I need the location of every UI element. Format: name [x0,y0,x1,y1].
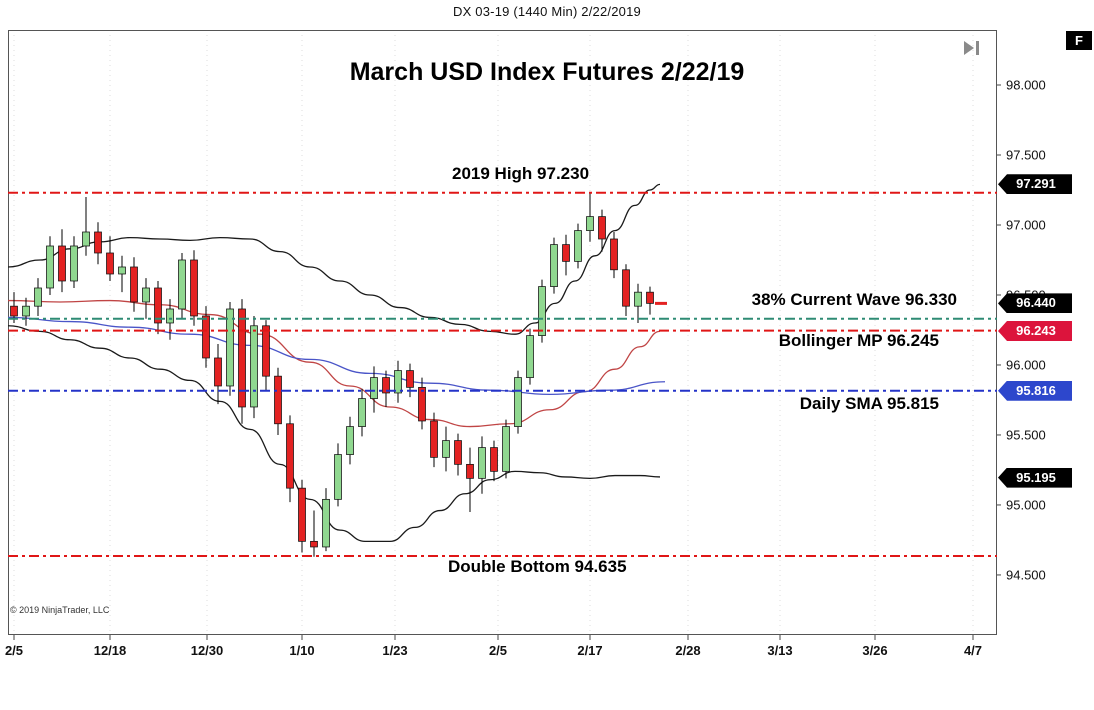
candle-body[interactable] [82,231,90,247]
daily-sma-line [7,316,666,396]
candle-body[interactable] [358,398,366,427]
candle-body[interactable] [310,540,318,548]
annotation-38pct-wave: 38% Current Wave 96.330 [751,290,957,309]
candle-body[interactable] [190,259,198,317]
candle-body[interactable] [598,216,606,240]
candle-body[interactable] [202,315,210,359]
candle-body[interactable] [262,325,270,377]
candle-body[interactable] [622,269,630,307]
y-axis-label[interactable]: 95.000 [1006,497,1046,512]
x-axis-label[interactable]: 2/5 [5,643,23,658]
candle-body[interactable] [238,308,246,408]
annotation-bollinger-mp: Bollinger MP 96.245 [778,331,939,350]
annotation-daily-sma: Daily SMA 95.815 [799,394,939,413]
candle-body[interactable] [406,370,414,388]
candle-body[interactable] [574,230,582,262]
chart-title: March USD Index Futures 2/22/19 [349,58,745,86]
candle-body[interactable] [382,377,390,394]
x-axis-label[interactable]: 12/18 [94,643,127,658]
candle-body[interactable] [394,370,402,394]
copyright-text: © 2019 NinjaTrader, LLC [10,605,110,615]
x-axis-label[interactable]: 12/30 [191,643,224,658]
candle-body[interactable] [286,423,294,489]
annotation-2019-high: 2019 High 97.230 [452,164,590,183]
candle-body[interactable] [430,420,438,458]
candle-body[interactable] [646,291,654,304]
y-axis-label[interactable]: 97.500 [1006,148,1046,163]
panel-f-button[interactable]: F [1066,31,1092,50]
bollinger-mid-line [7,299,661,428]
candle-body[interactable] [70,245,78,282]
candle-body[interactable] [118,266,126,275]
candle-body[interactable] [586,216,594,231]
candle-body[interactable] [166,308,174,324]
bollinger-lower-band [7,325,661,543]
go-to-end-icon[interactable] [957,36,987,62]
candle-body[interactable] [226,308,234,387]
candle-body[interactable] [466,463,474,479]
y-axis-label[interactable]: 95.500 [1006,427,1046,442]
candle-body[interactable] [418,386,426,422]
candle-body[interactable] [334,454,342,500]
candle-body[interactable] [34,287,42,307]
candle-body[interactable] [514,377,522,427]
candle-body[interactable] [214,357,222,387]
candle-body[interactable] [250,325,258,408]
candle-body[interactable] [142,287,150,303]
candle-body[interactable] [562,244,570,262]
candle-body[interactable] [538,286,546,336]
last-price-tick [655,301,667,305]
candle-body[interactable] [46,245,54,289]
y-axis-label[interactable]: 94.500 [1006,567,1046,582]
candle-body[interactable] [610,238,618,271]
candle-body[interactable] [130,266,138,303]
plot-border [8,30,997,635]
x-axis-label[interactable]: 2/5 [489,643,507,658]
candle-body[interactable] [22,305,30,317]
bollinger-upper-band [7,183,661,335]
annotation-double-bottom: Double Bottom 94.635 [448,557,627,576]
y-axis-label[interactable]: 96.000 [1006,357,1046,372]
candle-body[interactable] [94,231,102,254]
candle-body[interactable] [322,498,330,548]
candle-body[interactable] [154,287,162,324]
y-axis-label[interactable]: 97.000 [1006,217,1046,232]
chart-header-title: DX 03-19 (1440 Min) 2/22/2019 [453,4,641,19]
x-axis-label[interactable]: 2/17 [577,643,602,658]
candle-body[interactable] [178,259,186,310]
candle-body[interactable] [490,447,498,472]
candle-body[interactable] [370,377,378,399]
candle-body[interactable] [274,375,282,425]
candle-body[interactable] [634,291,642,307]
y-axis-label[interactable]: 98.000 [1006,78,1046,93]
x-axis-label[interactable]: 3/26 [862,643,887,658]
candle-body[interactable] [526,335,534,378]
candle-body[interactable] [106,252,114,275]
x-axis-label[interactable]: 1/23 [382,643,407,658]
y-axis-label[interactable]: 96.500 [1006,287,1046,302]
x-axis-label[interactable]: 1/10 [289,643,314,658]
candle-body[interactable] [346,426,354,455]
candle-body[interactable] [502,426,510,472]
candle-body[interactable] [550,244,558,287]
candle-body[interactable] [442,440,450,458]
candle-body[interactable] [478,447,486,479]
candle-body[interactable] [58,245,66,282]
candle-body[interactable] [454,440,462,465]
candle-body[interactable] [298,487,306,542]
candle-body[interactable] [10,305,18,317]
x-axis-label[interactable]: 3/13 [767,643,792,658]
x-axis-label[interactable]: 2/28 [675,643,700,658]
x-axis-label[interactable]: 4/7 [964,643,982,658]
